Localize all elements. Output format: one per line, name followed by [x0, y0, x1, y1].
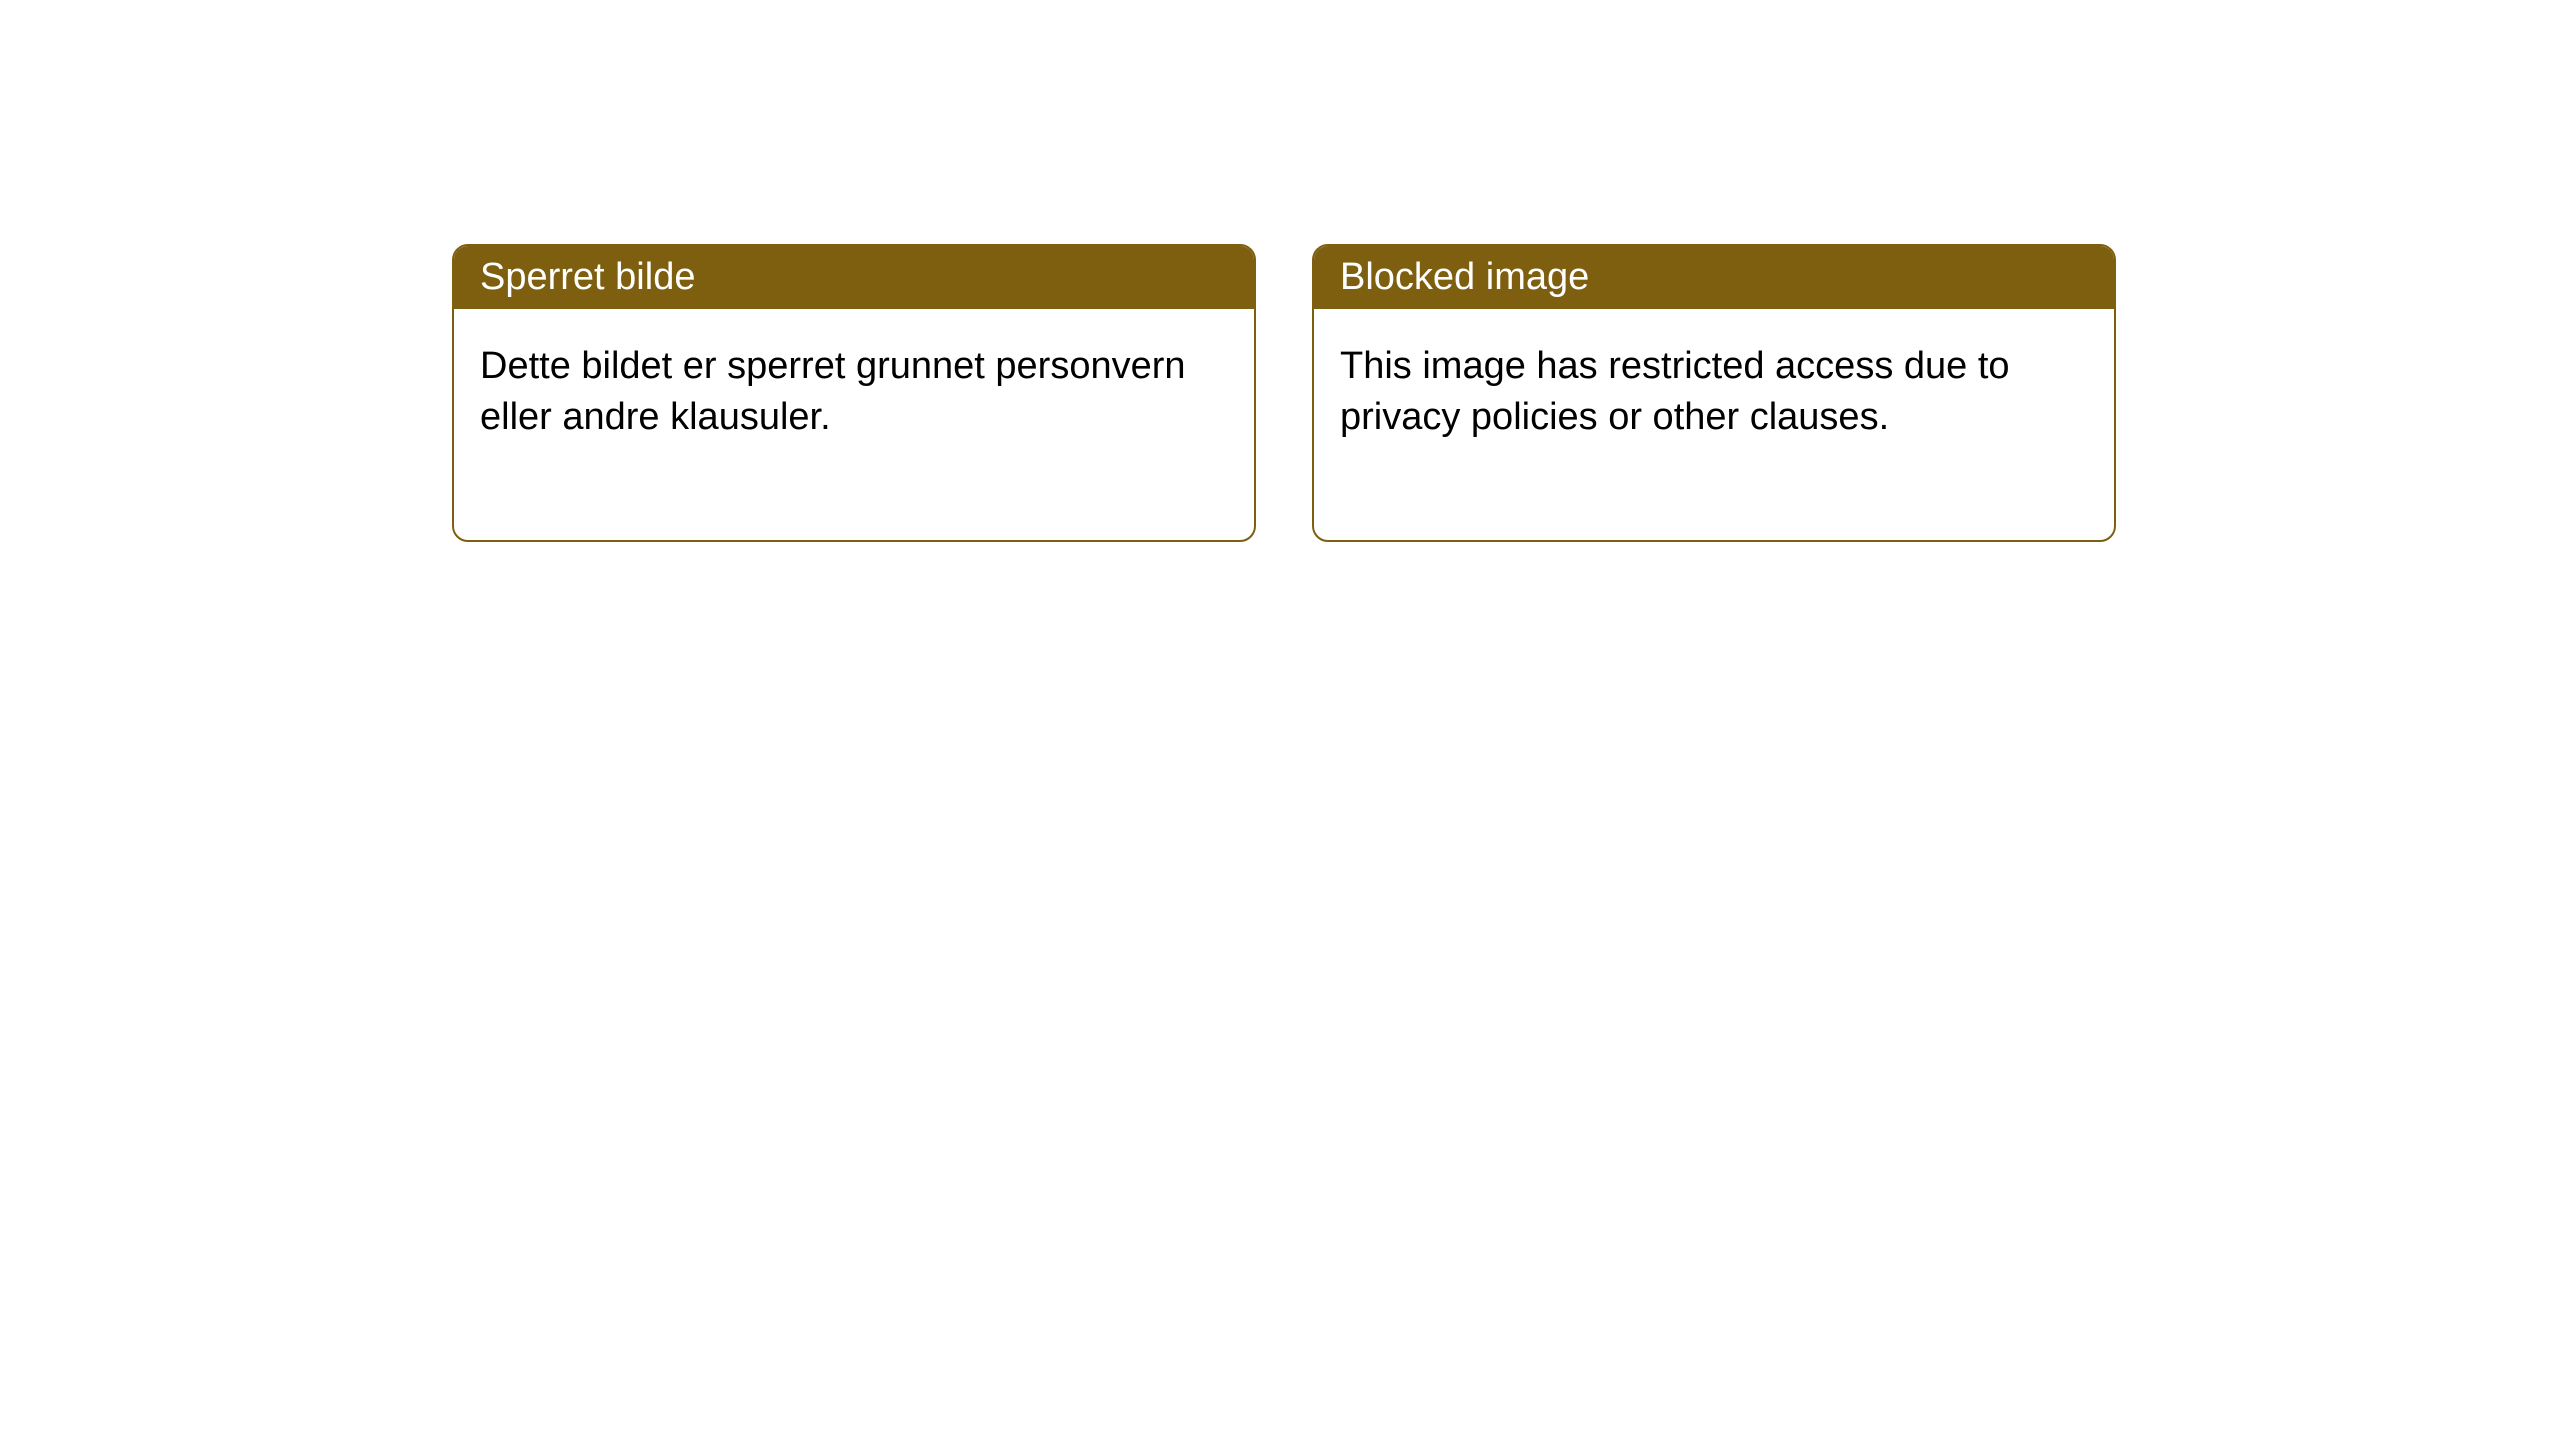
notice-body: This image has restricted access due to …	[1314, 309, 2114, 540]
notice-header: Sperret bilde	[454, 246, 1254, 309]
notice-card-norwegian: Sperret bilde Dette bildet er sperret gr…	[452, 244, 1256, 542]
notice-card-english: Blocked image This image has restricted …	[1312, 244, 2116, 542]
notice-container: Sperret bilde Dette bildet er sperret gr…	[0, 0, 2560, 542]
notice-header: Blocked image	[1314, 246, 2114, 309]
notice-body: Dette bildet er sperret grunnet personve…	[454, 309, 1254, 540]
